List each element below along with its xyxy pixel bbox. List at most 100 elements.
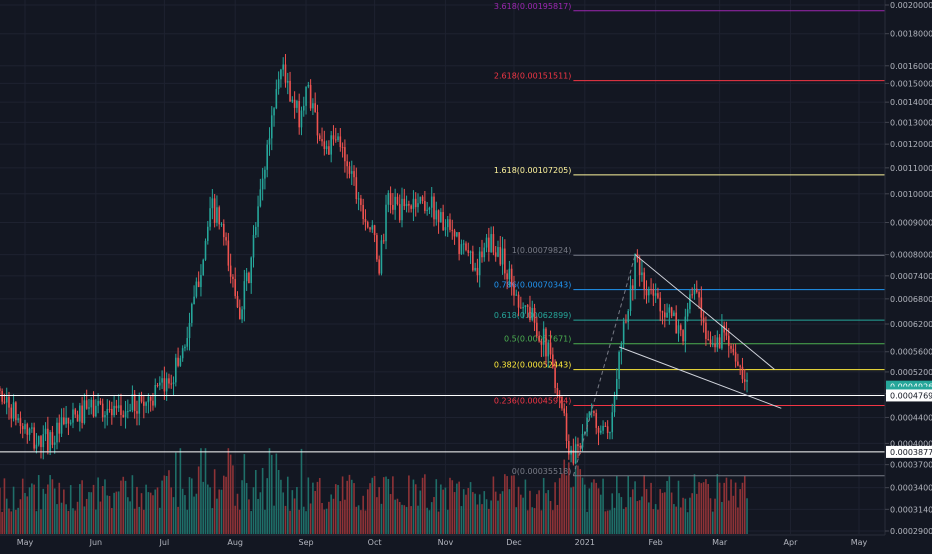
candle-body [588, 411, 591, 418]
volume-bar [200, 448, 202, 534]
volume-bar [602, 478, 604, 534]
candle-body [730, 345, 732, 349]
volume-bar [554, 482, 556, 534]
candle-body [241, 309, 243, 320]
volume-bar [474, 493, 476, 534]
candle-body [524, 305, 527, 307]
volume-bar [529, 490, 531, 534]
volume-bar [76, 501, 79, 534]
candle-body [92, 399, 95, 417]
candle-body [474, 267, 476, 271]
candle-body [686, 309, 689, 317]
volume-bar [293, 498, 296, 534]
volume-bar [570, 487, 572, 534]
candle-body [65, 417, 67, 425]
candle-body [563, 408, 566, 414]
volume-bar [362, 495, 364, 534]
candle-body [595, 413, 598, 428]
volume-bar [115, 491, 118, 534]
candle-body [243, 281, 246, 310]
candle-body [321, 139, 323, 142]
volume-bar [661, 492, 664, 534]
candle-body [657, 293, 659, 298]
candle-body [76, 414, 79, 422]
volume-bar [442, 489, 444, 534]
candle-body [191, 304, 193, 323]
candle-body [558, 395, 561, 397]
candle-body [106, 408, 109, 416]
candle-body [261, 178, 264, 190]
volume-bar [647, 502, 650, 534]
volume-bar [232, 465, 234, 534]
volume-bar [193, 496, 195, 534]
volume-bar [597, 488, 600, 534]
volume-bar [542, 477, 545, 534]
candle-body [357, 198, 360, 200]
volume-bar [629, 497, 632, 534]
time-axis[interactable]: May Jun Jul Aug Sep Oct Nov Dec 2021 Feb Mar Apr May [17, 538, 868, 547]
volume-bar [581, 477, 584, 534]
candle-body [364, 218, 367, 223]
candle-body [513, 284, 515, 296]
candle-body [35, 444, 38, 449]
volume-bar [152, 495, 154, 534]
candle-body [0, 388, 1, 391]
volume-bar [42, 488, 45, 534]
candle-body [273, 108, 275, 116]
candle-body [478, 251, 481, 276]
volume-bar [225, 476, 227, 534]
volume-bar [69, 485, 72, 534]
drawings[interactable] [0, 254, 885, 477]
candle-body [394, 196, 396, 210]
time-tick-label: Dec [506, 538, 521, 547]
candle-body [353, 171, 355, 178]
volume-bar [446, 509, 449, 534]
price-tick-label: 0.00029000 [890, 527, 932, 536]
volume-bar [636, 501, 639, 534]
volume-bar [248, 499, 250, 534]
volume-bar [679, 507, 682, 534]
candle-body [593, 411, 595, 414]
volume-bar [234, 505, 237, 534]
candle-body [28, 428, 31, 435]
volume-bar [156, 487, 159, 534]
candle-body [268, 138, 271, 145]
volume-bar [615, 475, 618, 534]
candle-body [33, 427, 35, 449]
candle-body [609, 432, 611, 434]
candle-body [280, 69, 282, 80]
volume-bar [58, 482, 61, 534]
candle-body [344, 147, 346, 162]
candle-body [476, 267, 479, 276]
volume-bar [106, 495, 109, 534]
candle-body [200, 275, 202, 287]
volume-bar [302, 506, 305, 534]
candle-body [172, 382, 175, 385]
volume-bar [364, 510, 367, 534]
volume-bar [74, 510, 77, 534]
volume-bar [19, 499, 22, 534]
volume-bar [478, 494, 481, 534]
price-axis-panel[interactable] [885, 0, 932, 550]
volume-bar [627, 475, 630, 534]
candle-body [79, 405, 81, 422]
volume-bar [540, 510, 543, 534]
volume-bar [245, 483, 248, 534]
candle-body [369, 227, 371, 230]
volume-bar [686, 512, 689, 534]
candle-body [10, 407, 13, 419]
candle-body [689, 294, 691, 310]
candle-body [510, 268, 513, 285]
volume-bar [588, 488, 591, 534]
candle-body [705, 322, 707, 339]
candle-body [387, 193, 390, 205]
candle-body [17, 418, 19, 421]
fib-level-label: 0(0.00035518) [512, 467, 572, 476]
time-tick-label: Nov [438, 538, 454, 547]
volume-bar [458, 481, 460, 534]
